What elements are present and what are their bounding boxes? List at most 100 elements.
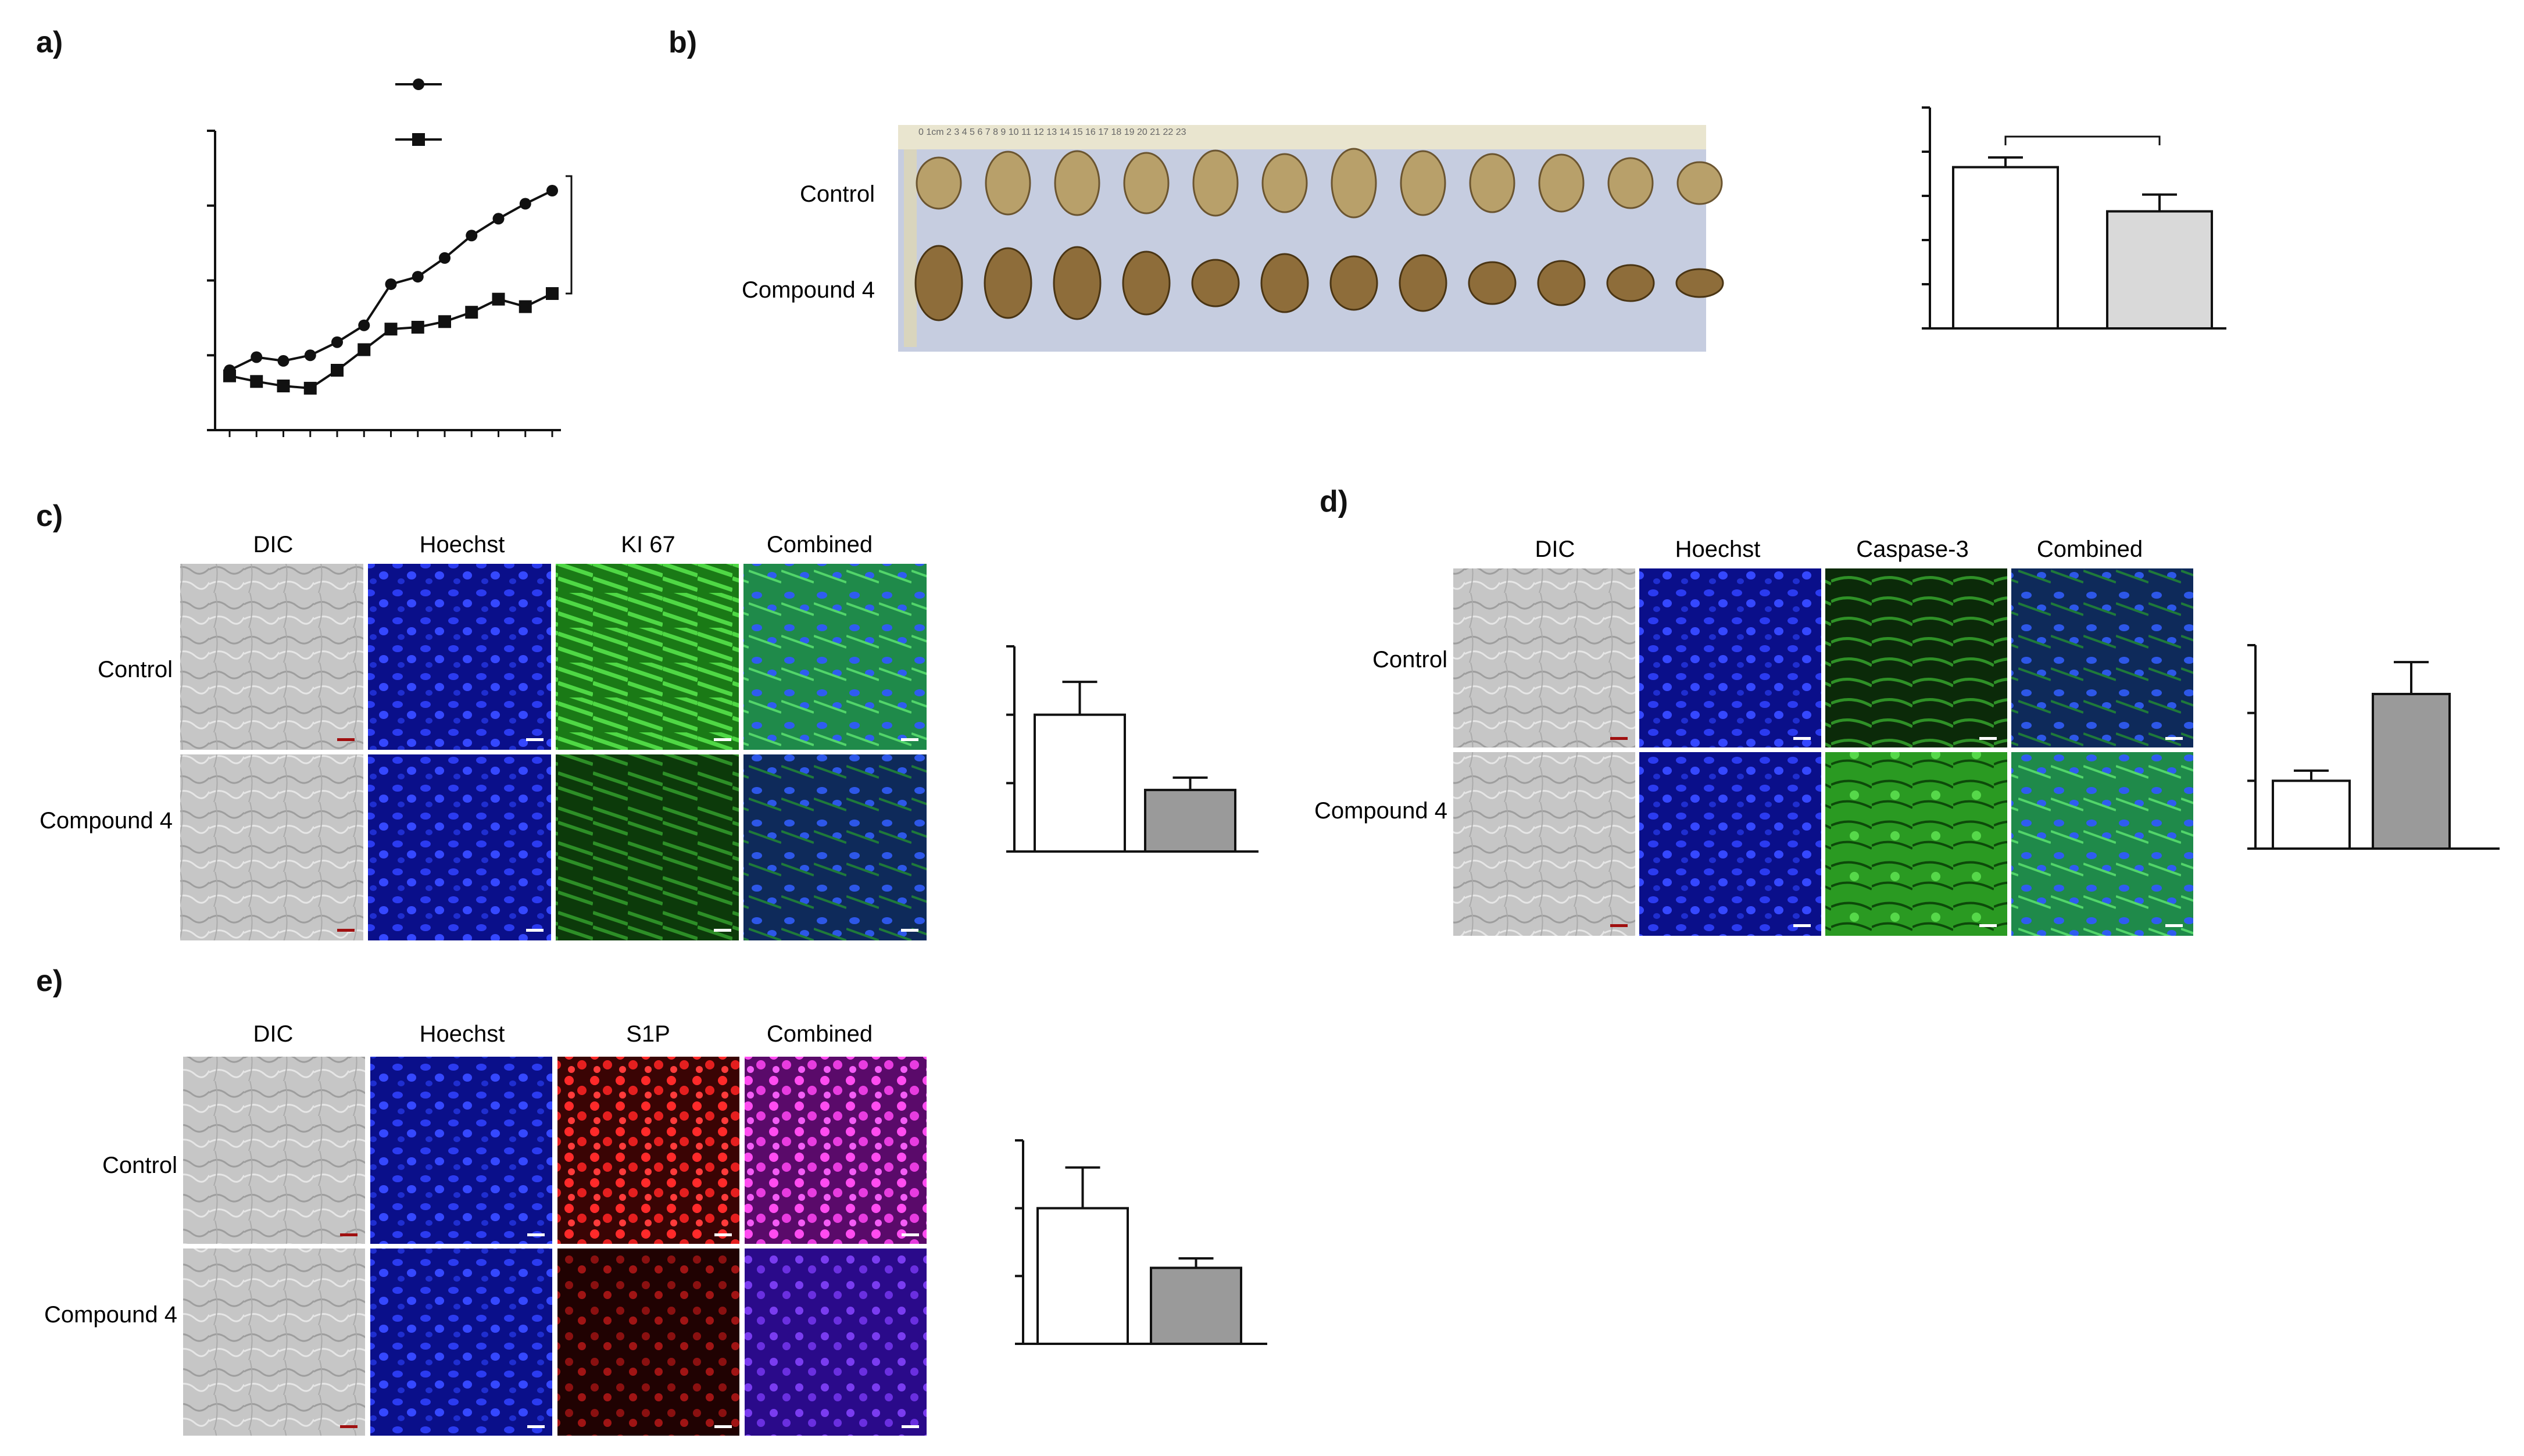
data-point-compound4	[465, 306, 478, 319]
tumor-specimen-compound4	[1399, 254, 1447, 312]
tumor-specimen-compound4	[1191, 259, 1240, 307]
row-label-control-c: Control	[98, 657, 173, 682]
tumor-row-control	[916, 148, 1723, 219]
col-header-combined-d: Combined	[2037, 536, 2143, 562]
panel-label-d: d)	[1320, 485, 1348, 518]
tumor-specimen-control	[1469, 153, 1515, 213]
tumor-specimen-compound4	[1122, 251, 1171, 316]
col-header-hoechst-e: Hoechst	[420, 1021, 505, 1047]
data-point-control	[412, 271, 424, 283]
col-header-combined-c: Combined	[767, 532, 873, 557]
tumor-specimen-compound4	[984, 247, 1032, 319]
panel-label-e: e)	[36, 964, 63, 998]
data-point-compound4	[357, 343, 371, 356]
tumor-specimen-compound4	[1675, 268, 1724, 298]
data-point-compound4	[492, 292, 505, 306]
significance-bracket-a	[566, 175, 573, 295]
image-combined-control-e	[745, 1057, 927, 1244]
micrograph-grid-c: DIC Hoechst KI 67 Combined Control Compo…	[40, 532, 927, 940]
tumor-specimen-compound4	[1537, 260, 1586, 306]
col-header-caspase3-d: Caspase-3	[1856, 536, 1968, 562]
photo-row-label-compound4: Compound 4	[742, 277, 875, 303]
row-label-control-d: Control	[1372, 647, 1447, 672]
data-point-control	[439, 252, 451, 264]
image-s1p-control-e	[557, 1057, 739, 1244]
data-point-compound4	[438, 315, 451, 328]
image-hoechst-compound4-e	[370, 1248, 552, 1436]
data-point-compound4	[277, 380, 290, 393]
scale-bars-e	[340, 1233, 919, 1428]
image-hoechst-compound4-d	[1639, 752, 1821, 936]
data-point-control	[466, 230, 478, 242]
micrograph-grid-d: DIC Hoechst Caspase-3 Combined Control C…	[1314, 536, 2193, 936]
bar-e-con	[1036, 1207, 1129, 1346]
col-header-combined-e: Combined	[767, 1021, 873, 1047]
chart-d-caspase3	[2247, 644, 2500, 850]
chart-a-tumor-volume	[207, 78, 573, 437]
data-point-compound4	[384, 323, 398, 336]
panel-label-c: c)	[36, 499, 63, 533]
tumor-specimen-control	[1331, 148, 1377, 219]
tumor-specimen-compound4	[1053, 246, 1102, 320]
col-header-hoechst-c: Hoechst	[420, 532, 505, 557]
data-point-control	[358, 319, 370, 331]
col-header-hoechst-d: Hoechst	[1675, 536, 1761, 562]
bar-d-con	[2272, 779, 2351, 850]
image-combined-control-c	[743, 564, 927, 750]
tumor-specimen-control	[1054, 150, 1100, 216]
ruler-numbers: 0 1cm 2 3 4 5 6 7 8 9 10 11 12 13 14 15 …	[918, 127, 1186, 137]
row-label-compound4-d: Compound 4	[1314, 798, 1447, 824]
tumor-specimen-compound4	[1329, 255, 1378, 311]
col-header-s1p-e: S1P	[626, 1021, 670, 1047]
tumor-specimen-compound4	[1468, 261, 1517, 305]
col-header-dic-c: DIC	[253, 532, 294, 557]
image-caspase3-control-d	[1825, 568, 2007, 747]
tumor-row-compound4	[914, 245, 1724, 321]
image-combined-compound4-c	[743, 754, 927, 940]
image-dic-control-e	[183, 1057, 365, 1244]
tumor-specimen-control	[1676, 161, 1723, 205]
image-hoechst-control-e	[370, 1057, 552, 1244]
data-point-compound4	[303, 381, 317, 395]
data-point-compound4	[223, 369, 236, 382]
tumor-specimen-compound4	[1606, 264, 1655, 302]
significance-bracket-b	[2004, 135, 2161, 145]
panel-label-a: a)	[36, 26, 63, 59]
data-point-compound4	[546, 287, 559, 300]
tumor-specimen-control	[1400, 150, 1446, 216]
data-point-compound4	[519, 300, 532, 313]
data-point-control	[519, 198, 531, 210]
tumor-specimen-control	[916, 156, 962, 210]
bar-c-con	[1034, 713, 1126, 853]
chart-b-tumor-weight	[1922, 106, 2226, 330]
tumor-specimen-control	[1261, 153, 1308, 213]
data-point-compound4	[250, 375, 263, 388]
image-hoechst-control-d	[1639, 568, 1821, 747]
chart-c-ki67	[1006, 645, 1259, 853]
row-label-control-e: Control	[102, 1153, 177, 1178]
series-line-compound4	[229, 292, 553, 389]
scale-bars-d	[1610, 737, 2183, 927]
data-point-compound4	[331, 364, 344, 377]
image-dic-compound4-e	[183, 1248, 365, 1436]
micrograph-grid-e: DIC Hoechst S1P Combined Control Compoun…	[44, 1021, 927, 1436]
image-dic-control-d	[1453, 568, 1635, 747]
image-dic-compound4-c	[180, 754, 363, 940]
legend-marker-compound4	[412, 133, 425, 146]
image-caspase3-compound4-d	[1825, 752, 2007, 936]
photo-row-label-control: Control	[800, 181, 875, 207]
ruler-strip	[898, 125, 1706, 149]
col-header-dic-e: DIC	[253, 1021, 294, 1047]
tumor-specimen-control	[1123, 152, 1170, 214]
data-point-control	[492, 213, 505, 225]
tumor-specimen-control	[985, 151, 1031, 216]
image-hoechst-compound4-c	[368, 754, 551, 940]
bar-e-compound4	[1150, 1267, 1242, 1345]
image-dic-compound4-d	[1453, 752, 1635, 936]
tumor-specimen-compound4	[914, 245, 963, 321]
image-dic-control-c	[180, 564, 363, 750]
image-ki67-control-c	[556, 564, 739, 750]
data-point-control	[546, 185, 558, 196]
data-point-control	[331, 336, 343, 348]
